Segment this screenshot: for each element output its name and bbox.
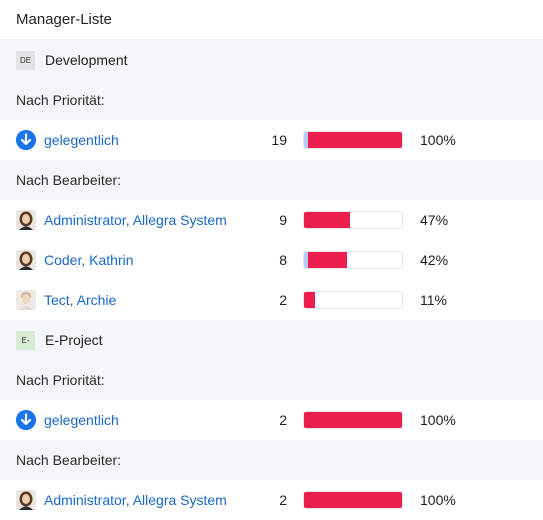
progress-bar [303,291,403,309]
priority-link[interactable]: gelegentlich [44,412,119,428]
bar-fill [304,492,402,508]
assignee-item-coder: Coder, Kathrin 8 42% [0,240,543,280]
assignee-link[interactable]: Administrator, Allegra System [44,212,227,228]
project-name: Development [45,52,128,68]
progress-bar [303,211,403,229]
bar-fill [304,412,402,428]
item-count: 19 [271,132,287,148]
item-count: 2 [279,292,287,308]
bar-fill [308,132,402,148]
item-percent: 100% [420,132,456,148]
progress-bar [303,251,403,269]
project-badge: DE [16,50,35,70]
bar-accent [304,252,308,268]
arrow-down-circle-icon [16,130,36,150]
bar-accent [304,132,308,148]
priority-item-gelegentlich: gelegentlich 2 100% [0,400,543,440]
priority-item-gelegentlich: gelegentlich 19 100% [0,120,543,160]
bar-fill [304,212,351,228]
section-label-priority: Nach Priorität: [0,80,543,120]
item-count: 2 [279,412,287,428]
assignee-link[interactable]: Administrator, Allegra System [44,492,227,508]
item-percent: 47% [420,212,449,228]
project-row-development: DE Development [0,40,543,80]
assignee-link[interactable]: Tect, Archie [44,292,117,308]
avatar-male-icon [16,290,36,310]
project-row-e-project: E- E-Project [0,320,543,360]
assignee-item-administrator: Administrator, Allegra System 2 100% [0,480,543,520]
avatar-female-icon [16,490,36,510]
avatar-female-icon [16,210,36,230]
project-badge: E- [16,330,35,350]
project-name: E-Project [45,332,103,348]
priority-link[interactable]: gelegentlich [44,132,119,148]
item-count: 9 [279,212,287,228]
assignee-item-tect: Tect, Archie 2 11% [0,280,543,320]
assignee-item-administrator: Administrator, Allegra System 9 47% [0,200,543,240]
arrow-down-circle-icon [16,410,36,430]
item-percent: 100% [420,412,456,428]
item-count: 8 [279,252,287,268]
section-label-assignee: Nach Bearbeiter: [0,160,543,200]
avatar-female-icon [16,250,36,270]
progress-bar [303,411,403,429]
item-percent: 11% [420,292,447,308]
bar-fill [304,292,315,308]
assignee-link[interactable]: Coder, Kathrin [44,252,134,268]
progress-bar [303,491,403,509]
item-percent: 42% [420,252,449,268]
section-label-assignee: Nach Bearbeiter: [0,440,543,480]
item-percent: 100% [420,492,456,508]
bar-fill [308,252,348,268]
panel-title: Manager-Liste [0,0,543,40]
section-label-priority: Nach Priorität: [0,360,543,400]
progress-bar [303,131,403,149]
item-count: 2 [279,492,287,508]
